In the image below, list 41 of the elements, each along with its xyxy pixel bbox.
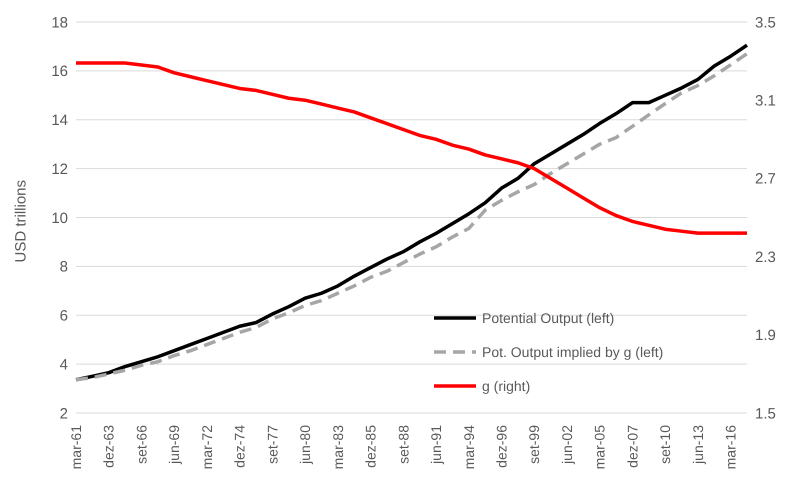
x-tick-label: mar-16 bbox=[722, 424, 739, 470]
x-tick-label: jun-02 bbox=[558, 424, 575, 465]
legend-label: Pot. Output implied by g (left) bbox=[482, 344, 664, 360]
x-tick-label: dez-85 bbox=[362, 424, 379, 468]
x-tick-label: dez-74 bbox=[232, 424, 248, 468]
x-tick-label: set-77 bbox=[264, 424, 280, 464]
y-tick-label: 12 bbox=[51, 160, 68, 178]
x-tick-label: mar-61 bbox=[68, 424, 84, 470]
x-tick-label: set-10 bbox=[657, 424, 674, 464]
x-tick-label: mar-83 bbox=[330, 424, 346, 470]
x-tick-label: set-99 bbox=[526, 424, 542, 464]
legend-label: g (right) bbox=[482, 378, 530, 394]
y-tick-label: 18 bbox=[51, 14, 68, 32]
legend-label: Potential Output (left) bbox=[482, 310, 614, 326]
x-tick-label: mar-72 bbox=[198, 424, 215, 470]
y-tick-label: 6 bbox=[60, 308, 68, 325]
y2-tick-label: 1.5 bbox=[755, 405, 776, 422]
line-series bbox=[74, 61, 749, 235]
y-tick-label: 2 bbox=[60, 405, 68, 422]
x-tick-label: dez-63 bbox=[100, 424, 117, 468]
y-tick-label: 4 bbox=[60, 356, 68, 374]
y2-tick-label: 1.9 bbox=[755, 327, 776, 344]
x-tick-label: set-66 bbox=[133, 424, 150, 464]
y-tick-label: 8 bbox=[60, 258, 68, 276]
x-tick-label: set-88 bbox=[395, 424, 412, 464]
x-tick-label: dez-07 bbox=[624, 424, 640, 468]
y-tick-label: 16 bbox=[51, 63, 68, 80]
y-tick-label: 10 bbox=[51, 210, 68, 227]
y-axis-title: USD trillions bbox=[12, 180, 30, 262]
x-tick-label: mar-05 bbox=[592, 424, 608, 470]
x-tick-label: jun-13 bbox=[690, 424, 706, 465]
x-tick-label: mar-94 bbox=[460, 424, 477, 470]
y2-tick-label: 2.3 bbox=[755, 248, 776, 266]
y2-tick-label: 2.7 bbox=[755, 170, 776, 188]
x-tick-label: jun-80 bbox=[297, 424, 314, 465]
x-tick-label: dez-96 bbox=[494, 424, 510, 468]
x-tick-label: jun-69 bbox=[166, 424, 182, 465]
x-tick-label: jun-91 bbox=[428, 424, 444, 465]
y2-tick-label: 3.5 bbox=[755, 14, 776, 32]
y2-tick-label: 3.1 bbox=[755, 92, 776, 110]
y-tick-label: 14 bbox=[51, 112, 68, 130]
